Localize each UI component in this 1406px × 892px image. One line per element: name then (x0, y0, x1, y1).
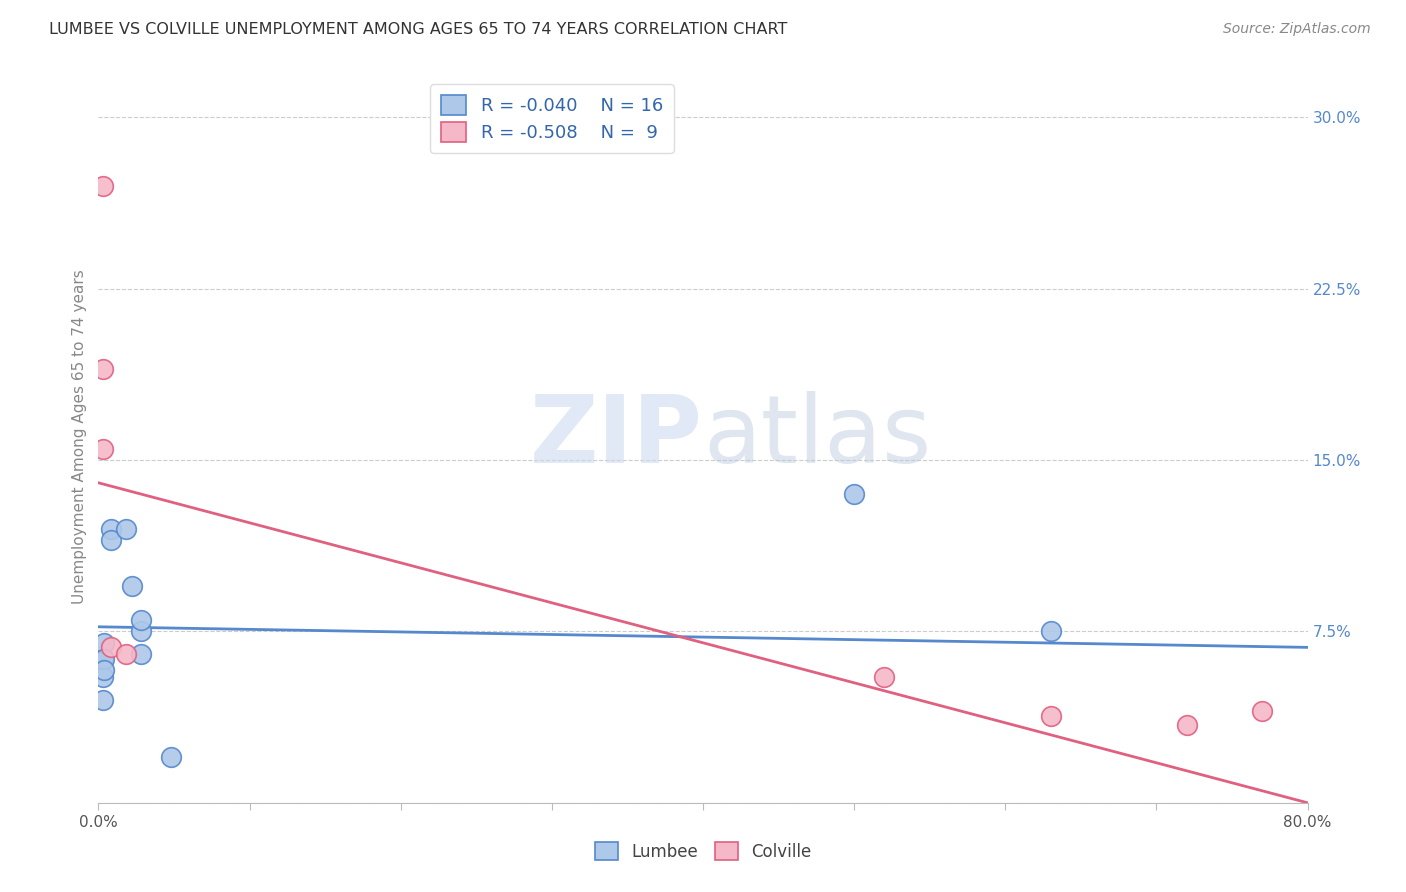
Point (129, 613, 152, 627)
Point (93, 652, 115, 666)
Text: LUMBEE VS COLVILLE UNEMPLOYMENT AMONG AGES 65 TO 74 YEARS CORRELATION CHART: LUMBEE VS COLVILLE UNEMPLOYMENT AMONG AG… (49, 22, 787, 37)
Point (93, 663, 115, 677)
Text: ZIP: ZIP (530, 391, 703, 483)
Text: Source: ZipAtlas.com: Source: ZipAtlas.com (1223, 22, 1371, 37)
Point (114, 647, 136, 661)
Legend: Lumbee, Colville: Lumbee, Colville (588, 836, 818, 868)
Point (129, 647, 152, 661)
Y-axis label: Unemployment Among Ages 65 to 74 years: Unemployment Among Ages 65 to 74 years (72, 269, 87, 605)
Point (91, 178, 114, 193)
Point (114, 521, 136, 535)
Text: atlas: atlas (703, 391, 931, 483)
Point (1039, 709, 1062, 723)
Point (1251, 705, 1274, 719)
Point (1039, 624, 1062, 639)
Point (91, 670, 114, 684)
Point (873, 670, 896, 684)
Point (844, 487, 866, 501)
Point (1175, 718, 1198, 732)
Point (91, 693, 114, 707)
Point (91, 652, 114, 666)
Point (100, 533, 122, 547)
Point (91, 442, 114, 456)
Point (160, 750, 183, 764)
Point (100, 640, 122, 655)
Point (129, 624, 152, 639)
Point (91, 361, 114, 376)
Point (121, 579, 143, 593)
Point (93, 636, 115, 650)
Point (100, 521, 122, 535)
